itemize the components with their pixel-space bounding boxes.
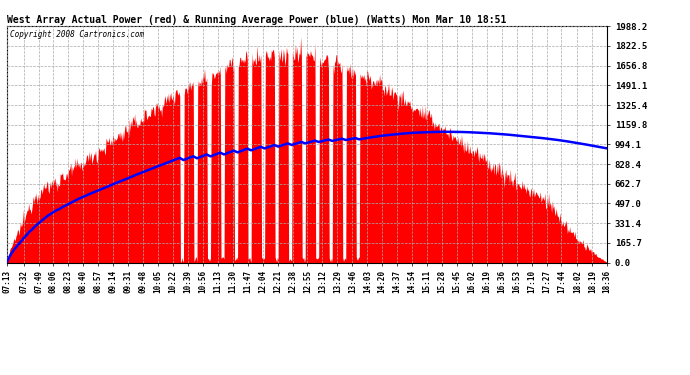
Text: West Array Actual Power (red) & Running Average Power (blue) (Watts) Mon Mar 10 : West Array Actual Power (red) & Running … xyxy=(7,15,506,26)
Text: Copyright 2008 Cartronics.com: Copyright 2008 Cartronics.com xyxy=(10,30,144,39)
